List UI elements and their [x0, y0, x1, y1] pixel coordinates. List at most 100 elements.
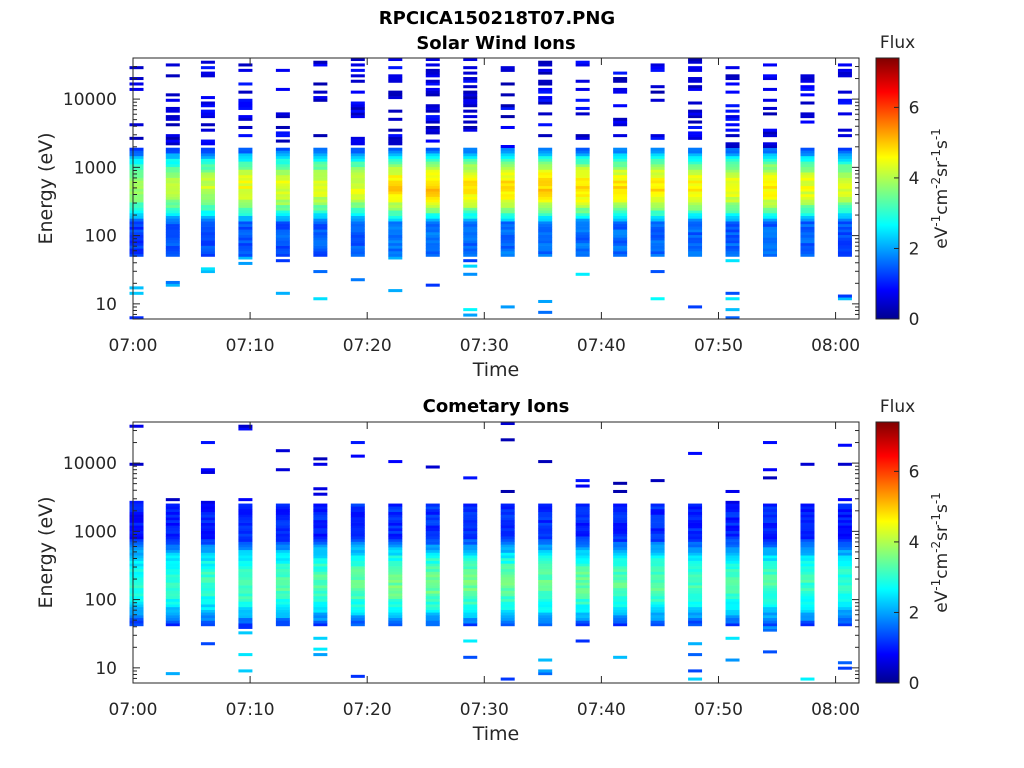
flux-cell	[800, 85, 815, 89]
flux-cell	[388, 598, 403, 602]
flux-cell	[688, 245, 703, 249]
flux-cell	[650, 240, 665, 244]
flux-cell	[350, 555, 365, 559]
flux-cell	[238, 593, 253, 597]
flux-cell	[129, 560, 144, 564]
flux-cell	[837, 544, 852, 548]
flux-cell	[238, 590, 253, 594]
flux-cell	[500, 677, 515, 681]
flux-cell	[238, 514, 253, 518]
flux-cell	[650, 587, 665, 591]
flux-cell	[275, 519, 290, 523]
flux-cell	[763, 517, 778, 521]
flux-cell	[613, 193, 628, 197]
flux-cell	[500, 601, 515, 605]
flux-cell	[350, 210, 365, 214]
y-tick-label: 10	[95, 295, 117, 315]
flux-cell	[500, 503, 515, 507]
flux-cell	[538, 161, 553, 165]
flux-cell	[650, 66, 665, 70]
flux-cell	[165, 533, 180, 537]
flux-cell	[275, 150, 290, 154]
flux-cell	[313, 245, 328, 249]
flux-cell	[837, 153, 852, 157]
flux-cell	[238, 68, 253, 72]
flux-cell	[463, 264, 478, 268]
flux-cell	[538, 223, 553, 227]
flux-cell	[725, 500, 740, 504]
flux-cell	[500, 240, 515, 244]
flux-cell	[388, 460, 403, 464]
flux-cell	[350, 63, 365, 67]
flux-cell	[650, 549, 665, 553]
flux-cell	[613, 134, 628, 138]
flux-cell	[538, 576, 553, 580]
flux-cell	[613, 533, 628, 537]
flux-cell	[725, 585, 740, 589]
flux-cell	[313, 297, 328, 301]
x-tick-label: 07:40	[577, 700, 626, 720]
flux-cell	[350, 115, 365, 119]
flux-cell	[725, 609, 740, 613]
colorbar-title: Flux	[880, 397, 915, 417]
flux-cell	[725, 248, 740, 252]
flux-cell	[688, 251, 703, 255]
flux-cell	[275, 525, 290, 529]
flux-cell	[538, 620, 553, 624]
figure-title: RPCICA150218T07.PNG	[379, 8, 615, 29]
flux-cell	[613, 587, 628, 591]
flux-cell	[425, 509, 440, 513]
flux-cell	[688, 609, 703, 613]
flux-cell	[350, 536, 365, 540]
flux-cell	[575, 87, 590, 91]
flux-cell	[725, 571, 740, 575]
flux-cell	[425, 560, 440, 564]
flux-cell	[350, 612, 365, 616]
flux-cell	[425, 169, 440, 173]
flux-cell	[837, 462, 852, 466]
flux-cell	[650, 188, 665, 192]
flux-cell	[275, 204, 290, 208]
flux-cell	[650, 623, 665, 627]
flux-cell	[129, 234, 144, 238]
flux-cell	[688, 593, 703, 597]
flux-cell	[500, 212, 515, 216]
flux-cell	[425, 125, 440, 129]
flux-cell	[275, 593, 290, 597]
flux-cell	[800, 161, 815, 165]
flux-cell	[463, 101, 478, 105]
flux-cell	[463, 509, 478, 513]
x-axis: 07:00 07:10 07:20 07:30 07:40 07:50 08:00	[109, 58, 860, 356]
plot-frame	[132, 421, 860, 684]
flux-cell	[613, 555, 628, 559]
flux-cell	[500, 215, 515, 219]
flux-cell	[688, 101, 703, 105]
flux-cell	[275, 221, 290, 225]
flux-cell	[238, 582, 253, 586]
flux-cell	[800, 112, 815, 116]
flux-cell	[425, 104, 440, 108]
flux-cell	[388, 538, 403, 542]
flux-cell	[688, 202, 703, 206]
flux-cell	[613, 180, 628, 184]
flux-cell	[763, 145, 778, 149]
flux-cell	[538, 555, 553, 559]
flux-cell	[688, 109, 703, 113]
flux-cell	[200, 552, 215, 556]
flux-cell	[763, 544, 778, 548]
flux-cell	[688, 305, 703, 309]
flux-cell	[388, 530, 403, 534]
flux-cell	[575, 180, 590, 184]
flux-cell	[350, 674, 365, 678]
flux-cell	[500, 598, 515, 602]
flux-cell	[200, 270, 215, 274]
flux-cell	[688, 669, 703, 673]
flux-cell	[800, 609, 815, 613]
flux-cell	[463, 557, 478, 561]
flux-cell	[613, 221, 628, 225]
flux-cell	[650, 519, 665, 523]
flux-cell	[350, 177, 365, 181]
flux-cell	[129, 593, 144, 597]
flux-cell	[313, 609, 328, 613]
flux-cell	[725, 604, 740, 608]
